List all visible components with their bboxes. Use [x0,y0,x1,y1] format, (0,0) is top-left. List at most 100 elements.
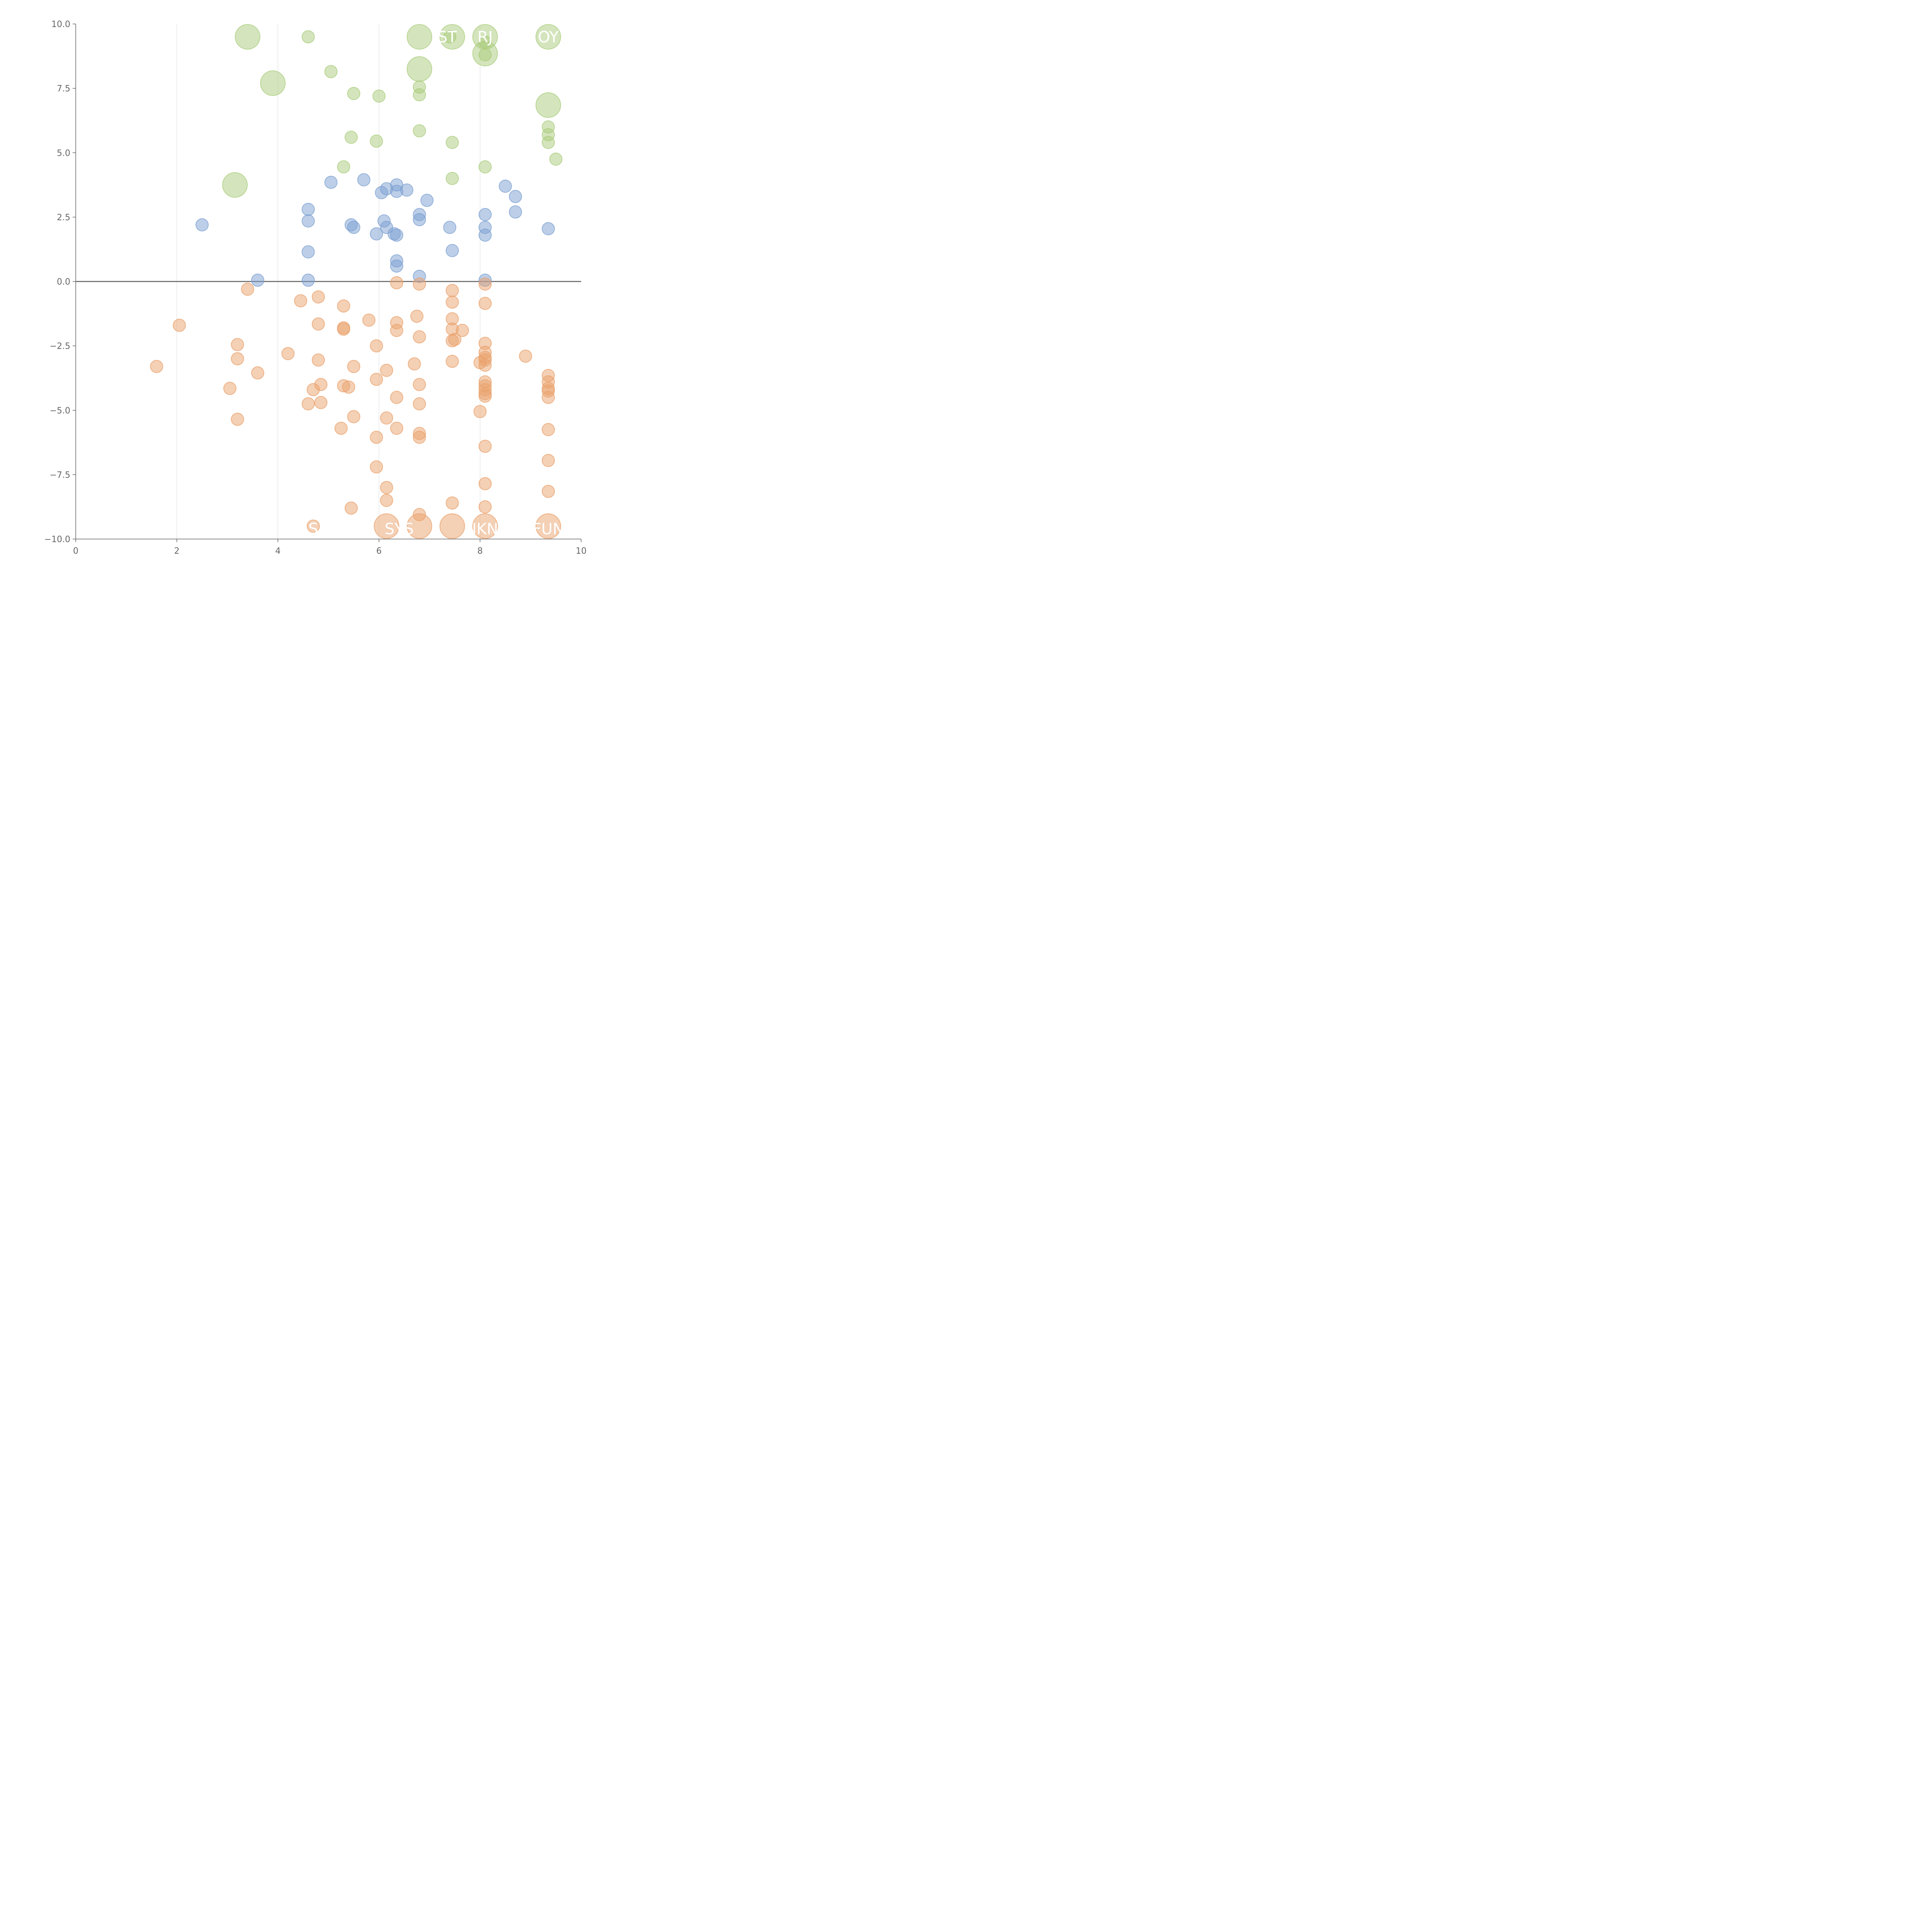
data-point-negative [231,338,244,351]
label-layer: ST RJ OY S SYS IKN FUN [308,28,564,538]
data-point-negative [301,397,315,411]
y-tick-label: 5.0 [57,148,70,158]
data-point-negative [446,355,459,368]
axis-layer: 10.0 7.5 5.0 2.5 0.0 −2.5 −5.0 −7.5 −10.00 2 4 6 8 10 [44,20,587,556]
x-tick-label: 6 [376,546,382,556]
data-point-mid [498,179,512,193]
data-point-negative [311,353,325,367]
data-point-negative [306,519,320,533]
data-point-mid [301,214,315,228]
point-annotation: SYS [385,520,414,538]
data-point-negative [294,294,308,308]
data-point-negative [334,422,348,435]
data-point-mid [478,228,492,242]
data-point-negative [541,423,555,436]
data-point-mid [509,190,522,203]
data-point-high [549,152,563,166]
data-point-high [535,92,561,118]
x-tick-label: 8 [477,546,483,556]
data-point-negative [478,500,492,514]
data-point-negative [311,317,325,331]
data-point-negative [380,411,393,425]
data-point-negative [473,405,487,418]
data-point-high [446,136,459,149]
data-point-high [260,70,286,96]
data-point-negative [241,282,254,296]
y-tick-label: −10.0 [44,535,70,544]
data-point-negative [410,310,423,323]
data-point-mid [390,259,403,273]
data-point-negative [478,359,492,372]
data-point-negative [446,284,459,297]
data-point-mid [390,228,403,242]
data-point-high [535,24,561,50]
x-tick-label: 0 [73,546,78,556]
data-point-negative [439,513,465,539]
data-point-negative [337,299,350,313]
data-point-negative [478,389,492,403]
data-point-negative [519,349,532,363]
data-point-negative [347,360,361,373]
data-point-high [413,88,426,102]
data-point-negative [413,397,426,411]
data-point-negative [390,324,403,337]
data-point-negative [370,372,383,386]
data-point-negative [478,440,492,453]
data-point-mid [357,173,371,187]
data-point-high [222,172,248,198]
data-point-negative [251,366,264,380]
data-point-mid [420,194,434,207]
data-point-negative [413,277,426,291]
data-point-mid [301,274,315,287]
data-point-negative [408,357,421,371]
data-point-mid [301,245,315,259]
data-point-negative [541,485,555,498]
y-tick-label: 7.5 [57,84,70,94]
data-point-high [347,87,361,100]
y-tick-label: 0.0 [57,277,70,287]
data-point-mid [446,244,459,257]
data-point-negative [231,413,244,426]
data-point-mid [413,213,426,226]
data-point-negative [541,454,555,467]
data-point-negative [370,460,383,474]
data-point-negative [306,383,320,396]
data-point-negative [342,380,355,394]
data-point-negative [370,339,383,353]
data-point-high [413,124,426,138]
data-point-negative [374,513,400,539]
data-point-mid [251,274,264,287]
x-tick-label: 4 [275,546,281,556]
point-annotation: S [308,520,318,538]
bubble-scatter-chart: 10.07.55.02.50.0−2.5−5.0−7.5−10.00 2 4 6 8 10… [44,20,587,556]
data-point-negative [390,391,403,404]
data-point-negative [347,410,361,423]
data-point-negative [413,378,426,391]
x-tick-label: 10 [576,546,587,556]
data-point-high [541,136,555,149]
data-point-negative [535,513,561,539]
y-tick-label: −5.0 [50,406,70,416]
data-point-high [235,24,260,50]
data-point-negative [390,422,403,435]
data-point-mid [541,222,555,235]
y-tick-label: −7.5 [50,470,70,480]
data-point-mid [324,175,338,189]
data-point-mid [509,205,522,219]
data-point-high [439,24,465,50]
data-point-high [406,24,432,50]
data-point-negative [380,481,393,494]
data-point-high [370,134,383,148]
x-tick-label: 2 [174,546,180,556]
data-point-negative [231,352,244,366]
data-point-negative [150,360,163,373]
point-annotation: OY [538,28,559,46]
data-point-negative [344,502,358,515]
data-point-mid [400,183,413,197]
data-point-mid [347,221,361,234]
data-point-high [301,30,315,44]
data-point-negative [446,334,459,347]
data-point-negative [472,513,498,539]
data-point-negative [390,276,403,289]
data-point-high [406,56,432,82]
